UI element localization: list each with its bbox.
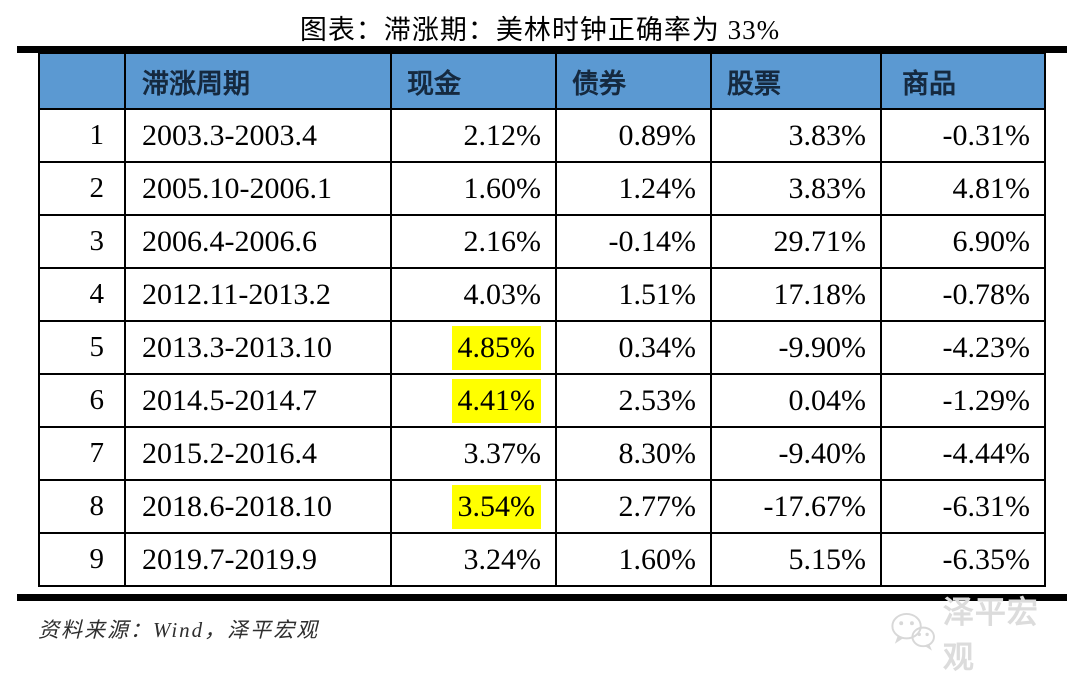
column-header-商品: 商品 [880, 52, 1046, 110]
table-row: 8 2018.6-2018.10 3.54% 2.77% -17.67% -6.31% [38, 479, 1046, 534]
table-cell: 2015.2-2016.4 [124, 426, 392, 481]
highlighted-value: 3.54% [451, 484, 541, 529]
table-cell: 1.24% [555, 161, 712, 216]
table-cell: 4.85% [390, 320, 557, 375]
table-cell: 1 [38, 108, 126, 163]
table-cell: -4.44% [880, 426, 1046, 481]
table-cell: 9 [38, 532, 126, 587]
table-cell: 2006.4-2006.6 [124, 214, 392, 269]
table-cell: -1.29% [880, 373, 1046, 428]
table-cell: 1.60% [555, 532, 712, 587]
watermark-text: 泽平宏观 [942, 595, 1039, 675]
table-cell: 3.24% [390, 532, 557, 587]
table-cell: 5 [38, 320, 126, 375]
top-rule [17, 46, 1067, 53]
table-cell: 2005.10-2006.1 [124, 161, 392, 216]
column-header-股票: 股票 [710, 52, 882, 110]
table-cell: 4.41% [390, 373, 557, 428]
table-cell: 4.03% [390, 267, 557, 322]
table-cell: 6 [38, 373, 126, 428]
table-cell: 17.18% [710, 267, 882, 322]
table-cell: 3.83% [710, 108, 882, 163]
table-cell: 2013.3-2013.10 [124, 320, 392, 375]
highlighted-value: 4.85% [451, 325, 541, 370]
wechat-icon [891, 612, 935, 651]
table-cell: -6.31% [880, 479, 1046, 534]
watermark: 泽平宏观 [888, 595, 1068, 675]
table-cell: 3.83% [710, 161, 882, 216]
chart-title: 图表：滞涨期：美林时钟正确率为 33% [299, 15, 781, 45]
table-cell: 2012.11-2013.2 [124, 267, 392, 322]
table-cell: 4.81% [880, 161, 1046, 216]
table-header-row: 滞涨周期 现金 债券 股票 商品 [38, 52, 1046, 110]
table-cell: 2019.7-2019.9 [124, 532, 392, 587]
table-cell: 1.51% [555, 267, 712, 322]
column-header-index [38, 52, 126, 110]
table-cell: 2.16% [390, 214, 557, 269]
table-row: 4 2012.11-2013.2 4.03% 1.51% 17.18% -0.78% [38, 267, 1046, 322]
table-cell: 7 [38, 426, 126, 481]
stagflation-returns-table: 滞涨周期 现金 债券 股票 商品 1 2003.3-2003.4 2.12% 0.89% 3.8… [38, 52, 1046, 587]
table-cell: 4 [38, 267, 126, 322]
table-cell: 0.34% [555, 320, 712, 375]
table-row: 2 2005.10-2006.1 1.60% 1.24% 3.83% 4.81% [38, 161, 1046, 216]
table-row: 1 2003.3-2003.4 2.12% 0.89% 3.83% -0.31% [38, 108, 1046, 163]
table-cell: 0.04% [710, 373, 882, 428]
table-cell: -9.40% [710, 426, 882, 481]
column-header-滞涨周期: 滞涨周期 [124, 52, 392, 110]
table-row: 7 2015.2-2016.4 3.37% 8.30% -9.40% -4.44% [38, 426, 1046, 481]
table-cell: -0.14% [555, 214, 712, 269]
source-note: 资料来源：Wind，泽平宏观 [38, 618, 320, 642]
table-cell: 1.60% [390, 161, 557, 216]
table-cell: 2.77% [555, 479, 712, 534]
column-header-现金: 现金 [390, 52, 557, 110]
column-header-债券: 债券 [555, 52, 712, 110]
table-cell: 2014.5-2014.7 [124, 373, 392, 428]
table-cell: -17.67% [710, 479, 882, 534]
highlighted-value: 4.41% [451, 378, 541, 423]
table-cell: -0.31% [880, 108, 1046, 163]
table-cell: 8.30% [555, 426, 712, 481]
table-cell: 6.90% [880, 214, 1046, 269]
table-cell: 2018.6-2018.10 [124, 479, 392, 534]
table-row: 5 2013.3-2013.10 4.85% 0.34% -9.90% -4.23% [38, 320, 1046, 375]
table-cell: 29.71% [710, 214, 882, 269]
bottom-rule [17, 594, 1067, 601]
table-cell: 8 [38, 479, 126, 534]
table-cell: 2 [38, 161, 126, 216]
table-cell: 2003.3-2003.4 [124, 108, 392, 163]
table-cell: 3.54% [390, 479, 557, 534]
table-row: 9 2019.7-2019.9 3.24% 1.60% 5.15% -6.35% [38, 532, 1046, 587]
table-cell: 5.15% [710, 532, 882, 587]
table-cell: -0.78% [880, 267, 1046, 322]
table-row: 3 2006.4-2006.6 2.16% -0.14% 29.71% 6.90% [38, 214, 1046, 269]
table-cell: -9.90% [710, 320, 882, 375]
table-cell: 3.37% [390, 426, 557, 481]
table-cell: 0.89% [555, 108, 712, 163]
table-cell: 3 [38, 214, 126, 269]
table-cell: -6.35% [880, 532, 1046, 587]
table-cell: -4.23% [880, 320, 1046, 375]
table-cell: 2.12% [390, 108, 557, 163]
table-cell: 2.53% [555, 373, 712, 428]
table-row: 6 2014.5-2014.7 4.41% 2.53% 0.04% -1.29% [38, 373, 1046, 428]
